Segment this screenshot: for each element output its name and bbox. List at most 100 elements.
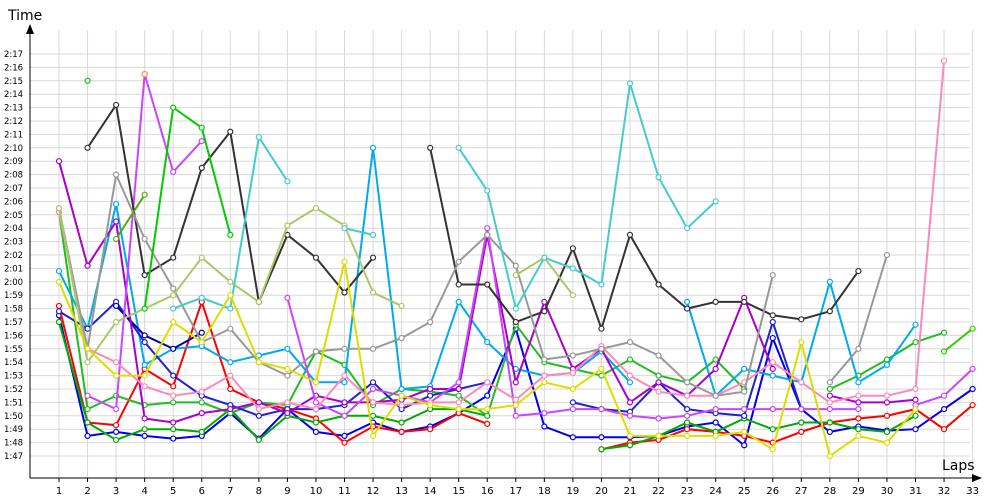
data-point [569, 385, 577, 393]
data-point [227, 372, 234, 379]
y-tick-label: 2:08 [4, 171, 23, 181]
data-point [626, 399, 634, 406]
data-point [484, 281, 491, 288]
data-point [769, 272, 776, 279]
data-point [798, 316, 805, 323]
data-point [455, 385, 462, 393]
data-point [84, 406, 91, 413]
series-12 [84, 101, 862, 332]
y-tick-label: 2:00 [4, 278, 23, 288]
data-point [455, 406, 462, 413]
data-point [369, 432, 377, 439]
x-tick-label: 17 [509, 486, 522, 497]
data-point [626, 442, 634, 449]
data-point [626, 412, 634, 419]
y-tick-label: 2:04 [4, 224, 23, 234]
data-point [198, 254, 205, 261]
x-tick-label: 6 [199, 486, 205, 497]
series-line [429, 147, 860, 332]
y-tick-label: 1:57 [4, 318, 23, 328]
data-point [655, 372, 662, 379]
data-point [541, 308, 548, 315]
data-point [883, 439, 891, 446]
y-tick-label: 2:05 [4, 211, 23, 221]
data-point [969, 401, 976, 409]
x-tick-label: 7 [227, 486, 233, 497]
data-point [312, 406, 320, 413]
data-point [198, 138, 205, 145]
data-point [141, 432, 148, 439]
data-point [112, 101, 120, 109]
y-tick-label: 2:17 [4, 50, 23, 60]
data-point [541, 372, 548, 379]
data-point [626, 379, 634, 386]
data-point [427, 385, 434, 393]
data-point [55, 302, 63, 310]
series-line [601, 404, 974, 451]
series-line [344, 227, 374, 236]
series-13 [55, 171, 891, 399]
data-point [455, 258, 462, 265]
data-point [84, 262, 91, 269]
data-point [826, 385, 833, 393]
data-point [626, 231, 634, 238]
data-point [170, 292, 177, 299]
data-point [112, 359, 120, 366]
y-tick-label: 2:16 [4, 63, 23, 73]
series-8 [112, 302, 205, 352]
data-point [741, 442, 748, 449]
data-point [541, 410, 548, 417]
data-point [170, 372, 177, 379]
y-tick-label: 2:11 [4, 130, 23, 140]
y-tick-label: 1:48 [4, 439, 23, 449]
series-line [601, 414, 916, 451]
data-point [569, 292, 577, 299]
data-point [512, 305, 519, 312]
x-tick-label: 8 [256, 486, 262, 497]
x-axis-label: Laps [942, 458, 975, 474]
data-point [84, 325, 91, 332]
data-point [141, 372, 148, 379]
y-tick-labels: 1:47 1:48 1:49 1:50 1:51 1:52 1:53 1:54 1:55 1:56… [4, 50, 23, 462]
y-tick-label: 2:13 [4, 104, 23, 114]
data-point [369, 379, 377, 386]
data-point [512, 262, 519, 269]
x-tick-label: 5 [170, 486, 176, 497]
data-point [455, 281, 462, 288]
data-point [826, 419, 833, 426]
data-point [227, 231, 234, 238]
data-point [512, 379, 519, 386]
data-point [855, 345, 862, 352]
data-point [598, 325, 605, 332]
data-point [198, 329, 205, 336]
data-point [940, 426, 948, 433]
y-tick-label: 2:02 [4, 251, 23, 261]
data-point [798, 339, 805, 346]
data-point [598, 281, 605, 288]
data-point [312, 205, 320, 212]
data-point [855, 432, 862, 439]
data-point [741, 406, 748, 413]
x-tick-label: 9 [284, 486, 290, 497]
data-point [427, 144, 434, 151]
data-point [170, 419, 177, 426]
data-point [769, 372, 776, 379]
data-point [141, 426, 148, 433]
y-tick-label: 1:49 [4, 425, 23, 435]
data-point [798, 428, 805, 435]
data-point [683, 298, 691, 305]
data-point [769, 318, 776, 326]
data-point [683, 392, 691, 399]
data-point [112, 436, 120, 444]
data-point [655, 379, 662, 386]
data-point [741, 388, 748, 395]
data-point [170, 285, 177, 292]
data-point [655, 415, 662, 422]
data-point [940, 57, 948, 64]
data-point [55, 308, 63, 315]
data-point [883, 399, 891, 406]
data-point [741, 428, 748, 435]
x-tick-label: 3 [113, 486, 119, 497]
data-point [398, 419, 405, 426]
